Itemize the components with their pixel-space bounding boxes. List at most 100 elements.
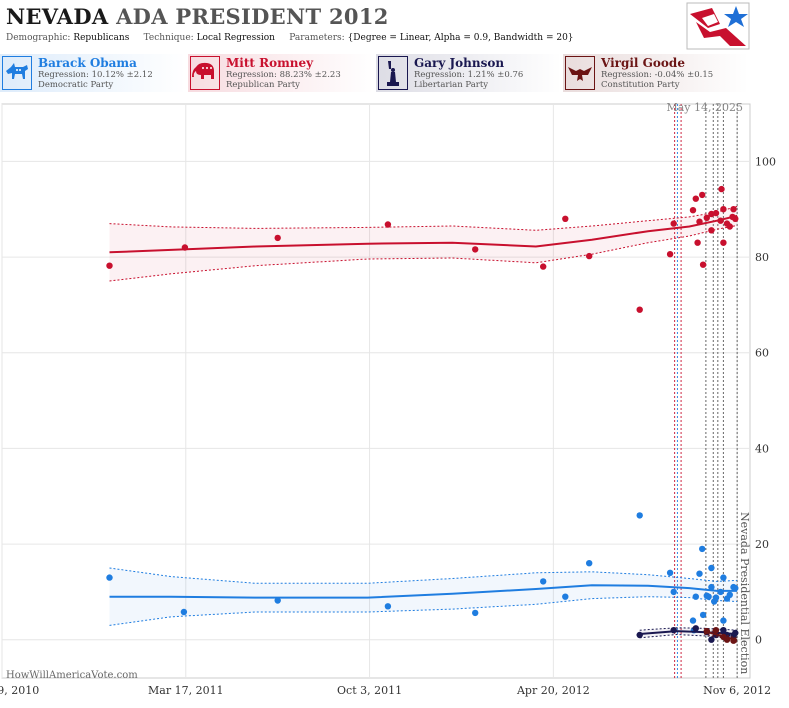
trend-line [109,584,738,599]
data-point [699,191,706,199]
data-point [703,627,710,635]
grid [1,103,751,679]
data-point [699,545,706,553]
data-point [708,636,715,643]
technique-value: Local Regression [196,33,275,43]
candidate-regression: Regression: 1.21% ±0.76 [414,70,524,80]
donkey-icon [2,56,32,90]
candidate-party: Democratic Party [38,80,114,90]
y-tick-label: 100 [755,155,776,168]
data-point [732,584,739,592]
parameters-value: {Degree = Linear, Alpha = 0.9, Bandwidth… [347,33,574,43]
data-point [689,617,697,624]
candidate-party: Republican Party [226,80,300,90]
band-upper-line [703,627,738,639]
data-point [666,251,674,258]
data-point [723,636,731,643]
data-point [720,617,727,624]
data-point [696,570,703,577]
data-point [180,608,188,616]
data-point [472,609,479,617]
data-point [540,578,547,585]
y-tick-label: 20 [755,538,769,551]
x-tick-label: Aug 29, 2010 [0,684,39,697]
candidate-name: Virgil Goode [601,56,685,70]
data-point [712,627,720,634]
data-point [106,262,113,269]
site-logo[interactable] [686,2,750,50]
candidate-romney[interactable]: Mitt Romney Regression: 88.23% ±2.23 Rep… [188,54,374,92]
data-point [712,209,720,217]
data-point [636,631,643,639]
poll-chart: May 14, 2025 HowWillAmericaVote.com Neva… [0,94,789,704]
x-tick-label: Apr 20, 2012 [516,684,590,697]
candidate-regression: Regression: 10.12% ±2.12 [38,70,153,80]
technique-label: Technique: [143,33,194,43]
candidate-goode[interactable]: Virgil Goode Regression: -0.04% ±0.15 Co… [563,54,749,92]
data-point [670,220,677,227]
data-point [586,252,593,260]
data-point [717,588,724,596]
elephant-icon [190,56,220,90]
series-virgil-goode [703,627,738,644]
data-point [106,574,113,581]
data-point [711,598,718,605]
candidate-obama[interactable]: Barack Obama Regression: 10.12% ±2.12 De… [0,54,186,92]
header: NEVADA ADA PRESIDENT 2012 Demographic: R… [0,0,789,50]
data-point [562,593,569,600]
x-tick-label: Nov 6, 2012 [703,684,771,697]
data-point [708,564,715,572]
data-point [717,217,724,224]
candidate-party: Libertarian Party [414,80,489,90]
data-point [726,223,733,230]
data-point [705,593,712,600]
band-lower-line [109,225,738,282]
data-point [181,244,189,251]
parameters-label: Parameters: [289,33,345,43]
data-point [670,588,677,596]
liberty-statue-icon [378,56,408,90]
data-point [718,185,725,193]
x-tick-label: Oct 3, 2011 [337,684,402,697]
title-state: NEVADA [6,4,109,29]
title-contest: ADA PRESIDENT 2012 [116,4,389,29]
data-point [562,215,569,222]
data-point [636,512,643,519]
data-point [274,234,281,242]
data-point [699,261,707,268]
data-point [692,195,699,202]
data-point [720,206,727,213]
data-point [708,227,715,234]
y-tick-label: 80 [755,251,769,264]
data-point [730,637,737,644]
data-point [729,213,736,221]
data-point [720,574,727,581]
candidate-name: Gary Johnson [414,56,505,70]
data-point [666,569,674,576]
x-tick-label: Mar 17, 2011 [148,684,224,697]
data-point [692,625,699,632]
parameters-line: Demographic: Republicans Technique: Loca… [6,33,574,43]
page-title: NEVADA ADA PRESIDENT 2012 [6,4,389,29]
data-point [384,603,392,610]
data-point [720,627,727,634]
data-point [708,583,715,591]
watermark: HowWillAmericaVote.com [6,670,138,681]
y-tick-label: 0 [755,634,762,647]
data-point [720,239,727,246]
y-tick-label: 60 [755,347,769,360]
candidate-legend: Barack Obama Regression: 10.12% ±2.12 De… [0,54,789,94]
election-label: Nevada Presidential Election [738,512,751,674]
candidate-regression: Regression: -0.04% ±0.15 [601,70,714,80]
eagle-icon [565,56,595,90]
data-point [384,221,392,228]
candidate-johnson[interactable]: Gary Johnson Regression: 1.21% ±0.76 Lib… [376,54,562,92]
series-mitt-romney [106,185,739,313]
data-point [730,206,737,213]
candidate-party: Constitution Party [601,80,680,90]
date-label: May 14, 2025 [666,101,743,114]
candidate-regression: Regression: 88.23% ±2.23 [226,70,341,80]
series-barack-obama [106,512,739,634]
data-point [636,306,643,313]
data-point [726,591,733,598]
